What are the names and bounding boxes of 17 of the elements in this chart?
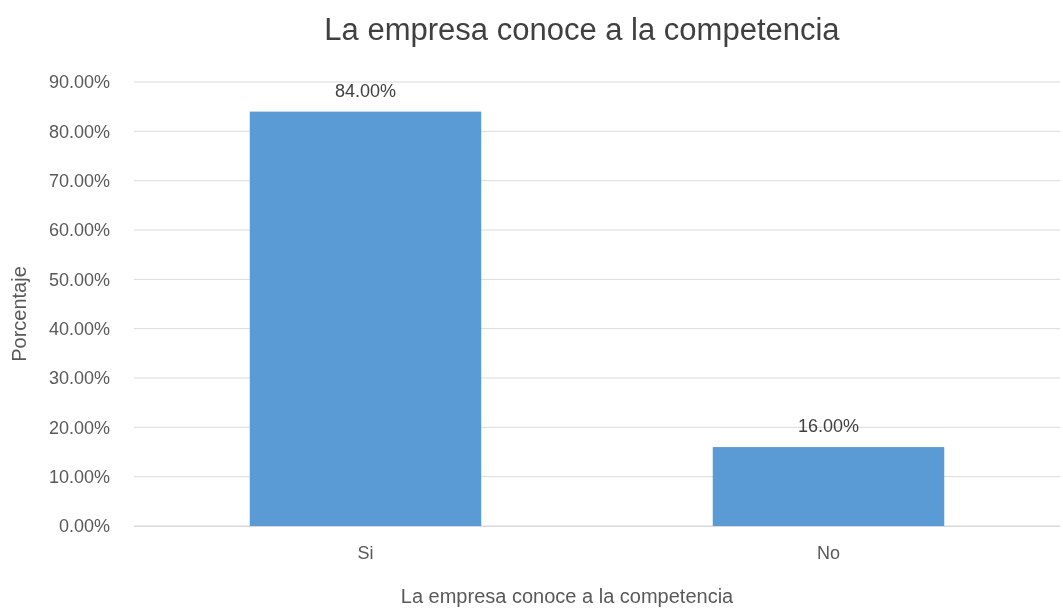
data-label: 84.00% — [334, 80, 397, 101]
x-tick-label: No — [816, 542, 841, 563]
y-tick-label: 70.00% — [48, 170, 110, 191]
y-tick-label: 40.00% — [48, 318, 110, 339]
y-axis-title: Porcentaje — [8, 266, 30, 362]
x-tick-label: Si — [357, 542, 374, 563]
x-axis-title: La empresa conoce a la competencia — [400, 585, 735, 607]
y-tick-label: 30.00% — [48, 368, 110, 389]
y-tick-label: 0.00% — [58, 516, 110, 537]
y-tick-label: 20.00% — [48, 417, 110, 438]
chart-title: La empresa conoce a la competencia — [324, 12, 841, 47]
y-tick-label: 80.00% — [48, 121, 110, 142]
y-tick-label: 60.00% — [48, 220, 110, 241]
y-tick-label: 90.00% — [48, 72, 110, 93]
y-tick-label: 50.00% — [48, 269, 110, 290]
y-tick-label: 10.00% — [48, 466, 110, 487]
data-label: 16.00% — [797, 416, 860, 437]
